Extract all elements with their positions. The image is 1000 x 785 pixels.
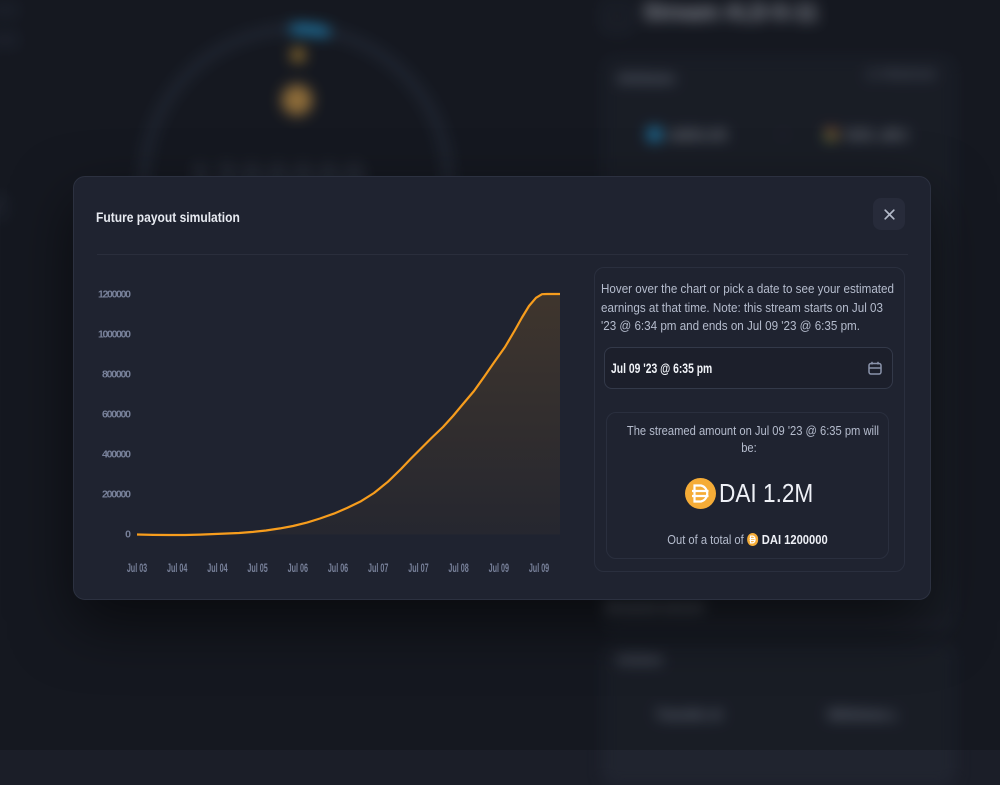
svg-text:200000: 200000 xyxy=(102,489,131,501)
svg-text:Jul 08: Jul 08 xyxy=(448,562,469,575)
svg-text:Jul 06: Jul 06 xyxy=(288,562,309,575)
svg-text:Jul 07: Jul 07 xyxy=(368,562,389,575)
svg-text:800000: 800000 xyxy=(102,369,131,381)
svg-text:Jul 09: Jul 09 xyxy=(529,562,550,575)
svg-text:Jul 04: Jul 04 xyxy=(207,562,228,575)
svg-text:1000000: 1000000 xyxy=(98,329,131,341)
svg-text:Jul 05: Jul 05 xyxy=(247,562,268,575)
svg-text:Jul 07: Jul 07 xyxy=(408,562,429,575)
svg-text:600000: 600000 xyxy=(102,409,131,421)
svg-text:1200000: 1200000 xyxy=(98,289,131,301)
svg-text:Jul 09: Jul 09 xyxy=(489,562,510,575)
svg-text:400000: 400000 xyxy=(102,449,131,461)
svg-text:Jul 04: Jul 04 xyxy=(167,562,188,575)
svg-text:Jul 03: Jul 03 xyxy=(127,562,148,575)
svg-text:Jul 06: Jul 06 xyxy=(328,562,349,575)
svg-text:0: 0 xyxy=(125,529,131,541)
